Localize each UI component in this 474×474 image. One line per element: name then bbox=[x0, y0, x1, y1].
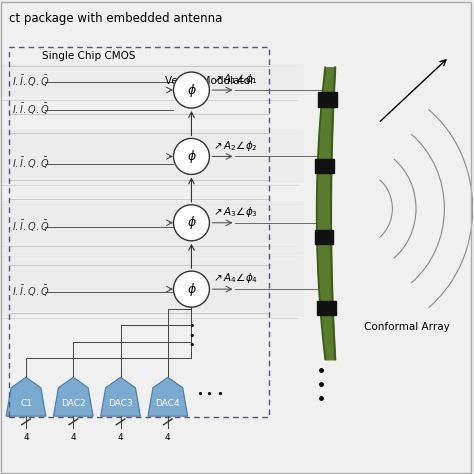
FancyBboxPatch shape bbox=[315, 159, 334, 173]
FancyBboxPatch shape bbox=[317, 301, 336, 315]
Circle shape bbox=[173, 205, 210, 241]
Text: DAC4: DAC4 bbox=[155, 399, 180, 408]
Text: $\nearrow A_1\angle\phi_1$: $\nearrow A_1\angle\phi_1$ bbox=[211, 72, 258, 86]
Text: •: • bbox=[188, 331, 195, 341]
Circle shape bbox=[173, 271, 210, 307]
Text: $\phi$: $\phi$ bbox=[187, 82, 196, 99]
Text: $\phi$: $\phi$ bbox=[187, 148, 196, 165]
Text: 4: 4 bbox=[165, 433, 171, 442]
Text: Single Chip CMOS: Single Chip CMOS bbox=[42, 51, 135, 61]
Polygon shape bbox=[6, 377, 46, 416]
Polygon shape bbox=[54, 377, 93, 416]
FancyBboxPatch shape bbox=[318, 92, 337, 107]
Text: $I.\bar{I}.Q.\bar{Q}$: $I.\bar{I}.Q.\bar{Q}$ bbox=[12, 219, 49, 234]
Text: $I.\bar{I}.Q.\bar{Q}$: $I.\bar{I}.Q.\bar{Q}$ bbox=[12, 102, 49, 118]
Text: $I.\bar{I}.Q.\bar{Q}$: $I.\bar{I}.Q.\bar{Q}$ bbox=[12, 284, 49, 299]
Text: $I.\bar{I}.Q.\bar{Q}$: $I.\bar{I}.Q.\bar{Q}$ bbox=[12, 74, 49, 89]
Text: 4: 4 bbox=[118, 433, 123, 442]
Circle shape bbox=[173, 138, 210, 174]
Text: $\nearrow A_4\angle\phi_4$: $\nearrow A_4\angle\phi_4$ bbox=[211, 271, 258, 285]
Text: DAC3: DAC3 bbox=[108, 399, 133, 408]
Text: $\nearrow A_2\angle\phi_2$: $\nearrow A_2\angle\phi_2$ bbox=[211, 138, 257, 153]
Text: $\phi$: $\phi$ bbox=[187, 214, 196, 231]
Circle shape bbox=[173, 72, 210, 108]
Text: $\nearrow A_3\angle\phi_3$: $\nearrow A_3\angle\phi_3$ bbox=[211, 205, 258, 219]
Polygon shape bbox=[148, 377, 188, 416]
Text: $\bullet \bullet \bullet$: $\bullet \bullet \bullet$ bbox=[196, 387, 224, 398]
Text: 4: 4 bbox=[23, 433, 29, 442]
Text: DAC2: DAC2 bbox=[61, 399, 86, 408]
Text: Conformal Array: Conformal Array bbox=[364, 322, 450, 332]
Text: 4: 4 bbox=[71, 433, 76, 442]
Text: $\phi$: $\phi$ bbox=[187, 281, 196, 298]
Text: C1: C1 bbox=[20, 399, 32, 408]
Polygon shape bbox=[100, 377, 140, 416]
Text: ct package with embedded antenna: ct package with embedded antenna bbox=[9, 12, 223, 25]
Text: •: • bbox=[188, 340, 195, 350]
Text: •: • bbox=[188, 321, 195, 331]
Text: $I.\bar{I}.Q.\bar{Q}$: $I.\bar{I}.Q.\bar{Q}$ bbox=[12, 156, 49, 171]
FancyBboxPatch shape bbox=[315, 230, 333, 244]
Text: Vector Modulator: Vector Modulator bbox=[165, 76, 255, 86]
